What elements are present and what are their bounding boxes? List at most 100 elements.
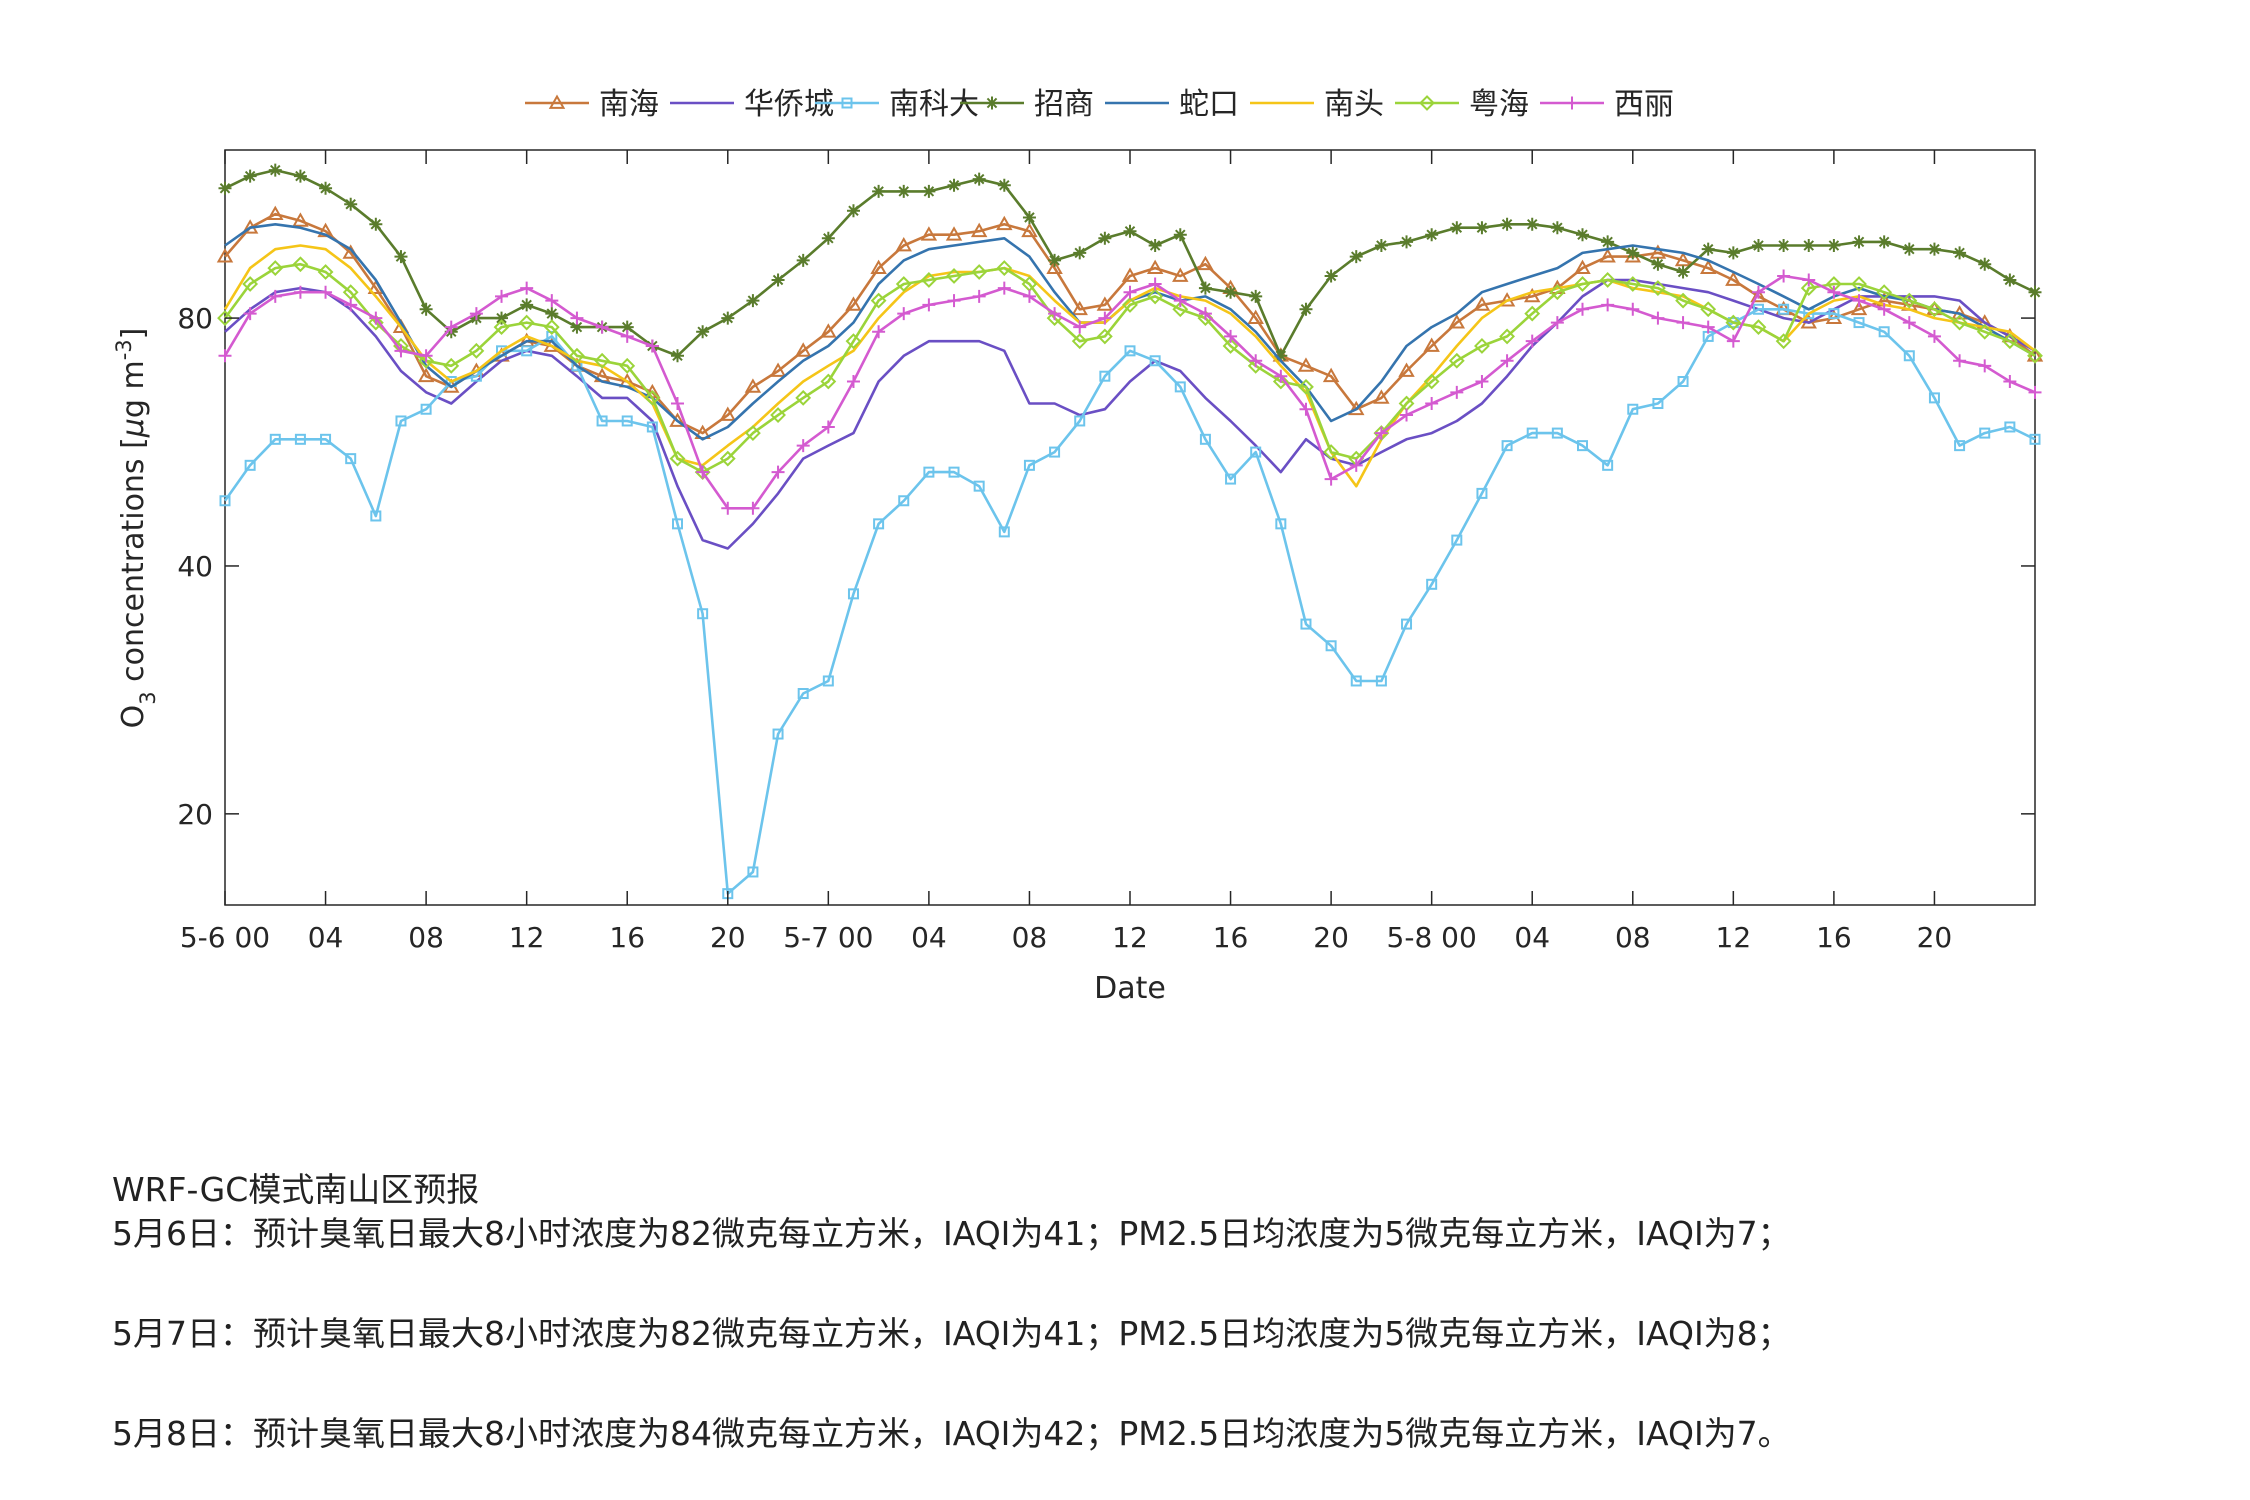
data-point — [1198, 307, 1212, 321]
data-point — [872, 184, 886, 198]
forecast-notes: WRF-GC模式南山区预报 5月6日：预计臭氧日最大8小时浓度为82微克每立方米… — [112, 1168, 2212, 1456]
data-point — [1124, 345, 1136, 357]
data-point — [870, 292, 887, 309]
data-point — [1099, 370, 1111, 382]
data-point — [293, 285, 307, 299]
legend-item: 粤海 — [1395, 87, 1529, 122]
data-point — [1423, 337, 1440, 352]
data-point — [1574, 276, 1591, 292]
data-point — [292, 256, 309, 273]
data-point — [1450, 385, 1464, 399]
data-point — [1324, 269, 1338, 283]
data-point — [543, 319, 560, 336]
data-point — [1853, 317, 1865, 329]
data-point — [897, 307, 911, 321]
data-point — [420, 403, 432, 415]
legend-label: 粤海 — [1469, 87, 1529, 122]
data-point — [1800, 280, 1817, 296]
data-point — [1374, 426, 1388, 440]
data-point — [1953, 246, 1967, 260]
data-point — [1902, 316, 1916, 330]
data-point — [1071, 333, 1088, 350]
data-point — [1878, 326, 1890, 338]
data-point — [569, 347, 585, 364]
data-point — [1500, 217, 1514, 231]
data-point — [1398, 362, 1415, 377]
data-point — [1903, 350, 1915, 362]
legend-item: 华侨城 — [670, 87, 834, 122]
data-point — [419, 302, 433, 316]
data-point — [1674, 251, 1692, 267]
data-point — [873, 518, 885, 530]
data-point — [620, 320, 634, 334]
data-point — [545, 307, 559, 321]
data-point — [922, 184, 936, 198]
data-point — [972, 289, 986, 303]
data-point — [545, 294, 559, 308]
x-tick-label: 08 — [408, 921, 444, 954]
x-tick-label: 04 — [308, 921, 344, 954]
legend-item: 招商 — [960, 87, 1094, 122]
data-point — [747, 866, 759, 878]
legend-marker — [1419, 95, 1435, 111]
data-point — [1048, 253, 1062, 267]
data-point — [218, 349, 232, 363]
data-point — [2003, 375, 2017, 388]
data-point — [268, 289, 282, 303]
data-point — [1699, 259, 1717, 274]
data-point — [744, 378, 762, 393]
data-point — [1501, 440, 1513, 452]
data-point — [1448, 352, 1465, 369]
data-point — [1250, 446, 1262, 458]
data-point — [595, 320, 609, 334]
data-point — [1602, 459, 1614, 471]
x-tick-label: 5-8 00 — [1387, 921, 1477, 954]
data-point — [1423, 373, 1440, 390]
data-point — [1046, 259, 1063, 274]
data-point — [947, 178, 961, 192]
data-point — [1298, 378, 1314, 395]
data-point — [1148, 239, 1162, 253]
data-point — [619, 357, 636, 374]
legend-marker — [985, 96, 999, 110]
data-point — [1524, 305, 1541, 322]
data-point — [1576, 302, 1589, 316]
data-point — [672, 518, 683, 530]
x-tick-label: 12 — [1112, 921, 1148, 954]
x-tick-label: 16 — [609, 921, 645, 954]
data-point — [1601, 235, 1615, 249]
data-point — [1349, 250, 1363, 264]
x-tick-label: 20 — [1917, 921, 1953, 954]
data-point — [2028, 285, 2042, 299]
data-point — [1475, 221, 1489, 235]
x-tick-label: 16 — [1816, 921, 1852, 954]
data-point — [344, 298, 358, 312]
data-point — [1651, 257, 1665, 271]
data-point — [1299, 402, 1313, 416]
data-point — [1297, 357, 1315, 372]
data-point — [1198, 281, 1212, 295]
data-point — [1550, 221, 1564, 235]
data-point — [1096, 296, 1114, 311]
data-point — [1751, 285, 1765, 299]
data-point — [1626, 246, 1640, 260]
data-point — [845, 296, 862, 311]
data-point — [1147, 288, 1164, 305]
data-point — [970, 222, 988, 238]
data-point — [243, 307, 257, 321]
data-point — [669, 450, 686, 467]
data-point — [369, 217, 383, 231]
data-point — [1426, 578, 1438, 590]
data-point — [268, 163, 282, 177]
data-point — [947, 294, 961, 308]
data-point — [1400, 235, 1414, 249]
data-point — [443, 357, 460, 374]
x-tick-label: 12 — [509, 921, 545, 954]
y-tick-label: 80 — [177, 302, 213, 335]
data-point — [669, 412, 686, 427]
data-point — [1525, 217, 1539, 231]
data-point — [997, 178, 1011, 192]
data-point — [621, 415, 633, 427]
data-point — [1676, 265, 1690, 279]
data-point — [1599, 272, 1616, 288]
